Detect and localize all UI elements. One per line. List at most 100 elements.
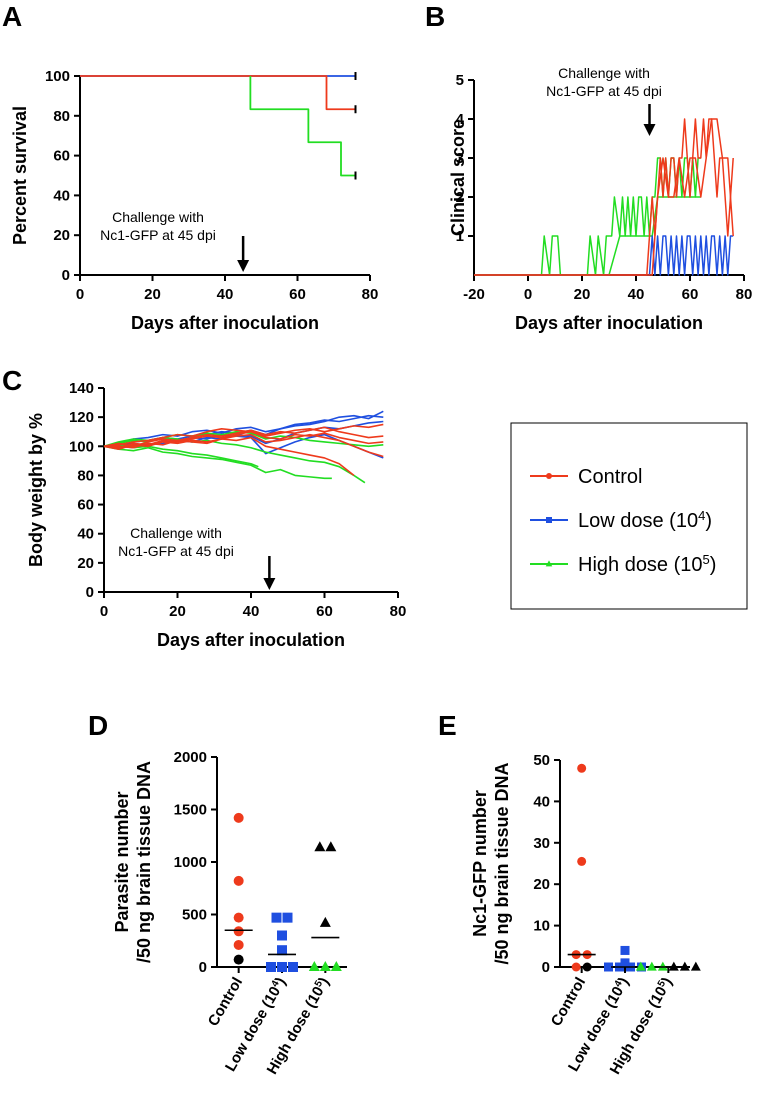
- data-point: [233, 939, 244, 950]
- panel-b-clinical-score-chart: -20 0 20 40 60 80 1 2 3 4 5 Days after inoculation C…: [448, 65, 752, 333]
- data-point: [233, 954, 244, 965]
- y-tick-label: 2000: [174, 749, 207, 766]
- series-line: [104, 433, 384, 458]
- data-point: [233, 875, 244, 886]
- y-axis-title: Body weight by %: [26, 413, 46, 567]
- x-tick-label: 40: [628, 286, 645, 303]
- y-tick-label: 100: [69, 438, 94, 455]
- data-point: [577, 856, 587, 866]
- data-point: [233, 912, 244, 923]
- y-tick-label: 80: [77, 467, 94, 484]
- challenge-arrow-head: [237, 260, 250, 272]
- data-point: [330, 961, 342, 971]
- y-tick-label: 40: [533, 793, 550, 810]
- x-tick-label: 80: [362, 286, 379, 303]
- data-point: [582, 962, 592, 972]
- x-tick-label: 80: [736, 286, 753, 303]
- data-point: [277, 930, 287, 941]
- y-axis-title: Clinical score: [448, 119, 468, 236]
- x-tick-label: 0: [76, 286, 84, 303]
- data-point: [646, 961, 657, 971]
- panel-c-body-weight-chart: 0 20 40 60 80 0 20 40 60 80 100 120 140 Days after in…: [26, 380, 406, 650]
- data-point: [277, 962, 287, 972]
- panel-letter-b: B: [425, 1, 445, 32]
- y-tick-label: 0: [542, 959, 550, 976]
- y-tick-label: 1000: [174, 854, 207, 871]
- y-axis-title-line-2: /50 ng brain tissue DNA: [492, 762, 512, 964]
- y-tick-label: 4: [456, 111, 465, 128]
- series-line: [103, 414, 384, 448]
- x-tick-label: 60: [316, 603, 333, 620]
- legend: Control Low dose (104) High dose (105): [510, 422, 748, 610]
- y-tick-label: 60: [53, 148, 70, 165]
- y-tick-label: 0: [86, 584, 94, 601]
- x-tick-label: 20: [144, 286, 161, 303]
- annotation-line-1: Challenge with: [130, 525, 222, 541]
- y-tick-label: 20: [53, 227, 70, 244]
- annotation-line-2: Nc1-GFP at 45 dpi: [100, 227, 216, 243]
- y-tick-label: 1500: [174, 802, 207, 819]
- y-tick-label: 60: [77, 497, 94, 514]
- y-tick-label: 5: [456, 72, 464, 89]
- series-line: [80, 75, 356, 111]
- y-axis-title-line-1: Parasite number: [112, 791, 132, 932]
- data-point: [308, 961, 320, 971]
- x-tick-label: -20: [463, 286, 485, 303]
- data-point: [319, 916, 331, 927]
- series-line: [103, 436, 355, 477]
- y-tick-label: 40: [77, 526, 94, 543]
- y-tick-label: 0: [199, 959, 207, 976]
- data-point: [620, 958, 630, 968]
- data-point: [233, 926, 244, 937]
- data-point: [282, 912, 293, 923]
- series-line: [474, 118, 734, 276]
- panel-e-nc1gfp-number-chart: 0 10 20 30 40 50 Nc1-GFP number/50 ng brain ti…: [470, 752, 701, 1077]
- series-line: [474, 157, 701, 276]
- challenge-arrow-head: [263, 578, 276, 590]
- annotation-line-2: Nc1-GFP at 45 dpi: [118, 543, 234, 559]
- x-tick-label: 40: [243, 603, 260, 620]
- panel-letter-c: C: [2, 365, 22, 396]
- series-line: [103, 444, 259, 468]
- data-point: [635, 961, 646, 971]
- data-point: [288, 962, 298, 972]
- series-line: [474, 196, 701, 276]
- y-tick-label: 100: [45, 68, 70, 85]
- annotation-line-1: Challenge with: [558, 65, 650, 81]
- y-tick-label: 0: [62, 267, 70, 284]
- x-axis-title: Days after inoculation: [157, 630, 345, 650]
- y-tick-label: 30: [533, 835, 550, 852]
- y-axis-title-line-1: Nc1-GFP number: [470, 790, 490, 937]
- series-line: [474, 118, 734, 276]
- x-axis-title: Days after inoculation: [131, 313, 319, 333]
- annotation-line-1: Challenge with: [112, 209, 204, 225]
- data-point: [679, 961, 690, 971]
- panel-d-parasite-number-chart: 0 500 1000 1500 2000 Parasite number/50 ng br…: [112, 749, 347, 1077]
- y-tick-label: 80: [53, 108, 70, 125]
- y-tick-label: 120: [69, 409, 94, 426]
- legend-label: Control: [578, 466, 642, 488]
- panel-a-survival-chart: 0 20 40 60 80 0 20 40 60 80 100 Days after inoculat…: [10, 68, 378, 333]
- panel-letter-e: E: [438, 710, 457, 741]
- y-tick-label: 3: [456, 150, 464, 167]
- legend-box: [510, 422, 748, 610]
- x-tick-label: 20: [169, 603, 186, 620]
- x-tick-label: 0: [100, 603, 108, 620]
- y-tick-label: 50: [533, 752, 550, 769]
- y-axis-title: Percent survival: [10, 106, 30, 245]
- x-tick-label: 60: [289, 286, 306, 303]
- data-point: [604, 962, 613, 972]
- y-tick-label: 2: [456, 189, 464, 206]
- challenge-arrow-head: [643, 124, 656, 136]
- series-line: [249, 76, 356, 177]
- annotation-line-2: Nc1-GFP at 45 dpi: [546, 83, 662, 99]
- legend-label: High dose (105): [578, 552, 716, 577]
- data-point: [319, 961, 331, 971]
- data-point: [620, 945, 630, 955]
- y-tick-label: 40: [53, 187, 70, 204]
- legend-label: Low dose (104): [578, 508, 712, 533]
- y-tick-label: 1: [456, 228, 464, 245]
- y-tick-label: 140: [69, 380, 94, 397]
- series-line: [474, 235, 734, 276]
